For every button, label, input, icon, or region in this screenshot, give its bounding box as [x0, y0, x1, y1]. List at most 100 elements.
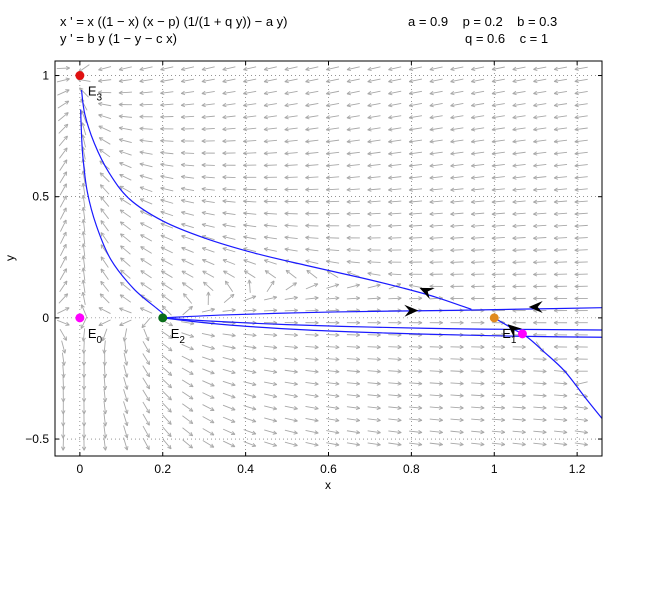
field-arrow [367, 344, 381, 350]
field-arrow [491, 127, 505, 132]
field-arrow [553, 78, 568, 84]
field-arrow [140, 270, 152, 279]
field-arrow [222, 308, 236, 313]
field-arrow [99, 184, 110, 195]
field-arrow [263, 199, 277, 204]
field-arrow [429, 151, 443, 156]
field-arrow [160, 114, 174, 119]
field-arrow [263, 151, 278, 156]
field-arrow [139, 138, 153, 143]
field-arrow [58, 293, 69, 304]
field-arrow [181, 321, 195, 326]
field-arrow [553, 235, 568, 241]
equilibrium-point [75, 71, 85, 81]
field-arrow [491, 151, 505, 156]
field-arrow [553, 260, 568, 265]
field-arrow [284, 103, 298, 108]
field-arrow [243, 333, 257, 338]
field-arrow [553, 151, 568, 156]
field-arrow [409, 296, 423, 301]
field-arrow [81, 425, 87, 439]
field-arrow [408, 78, 422, 84]
field-arrow [533, 102, 547, 108]
y-tick-label: 0.5 [32, 190, 49, 204]
field-arrow [491, 417, 506, 423]
field-arrow [263, 78, 277, 84]
field-arrow [388, 187, 402, 192]
field-arrow [491, 78, 505, 84]
field-arrow [57, 89, 70, 96]
field-arrow [201, 344, 215, 350]
field-arrow [243, 345, 257, 350]
field-arrow [201, 90, 215, 96]
field-arrow [553, 90, 568, 96]
field-arrow [408, 90, 422, 96]
field-arrow [202, 270, 215, 278]
field-arrow [450, 235, 464, 241]
field-arrow [243, 259, 257, 265]
field-arrow [305, 405, 319, 411]
field-arrow [140, 234, 153, 242]
field-arrow [574, 272, 588, 277]
direction-arrow [507, 324, 523, 338]
field-arrow [491, 442, 506, 447]
field-arrow [408, 223, 423, 229]
trajectory-curve [162, 317, 602, 331]
field-arrow [285, 269, 297, 279]
field-arrow [305, 211, 319, 216]
field-arrow [326, 418, 340, 423]
field-arrow [222, 333, 236, 338]
field-arrow [491, 235, 505, 241]
field-arrow [81, 255, 86, 269]
field-arrow [201, 307, 215, 313]
field-arrow [326, 332, 340, 338]
field-arrow [346, 151, 360, 156]
field-arrow [160, 270, 173, 278]
field-arrow [553, 211, 568, 217]
field-arrow [284, 405, 298, 411]
trajectory-curve [496, 318, 602, 419]
y-axis-label: y [3, 255, 17, 261]
field-arrow [429, 175, 443, 180]
field-arrow [243, 295, 257, 302]
field-arrow [409, 369, 423, 374]
field-arrow [367, 320, 381, 325]
field-arrow [491, 344, 506, 350]
field-arrow [388, 369, 402, 374]
field-arrow [305, 345, 319, 350]
field-arrow [100, 280, 110, 292]
field-arrow [346, 139, 360, 144]
field-arrow [243, 393, 257, 399]
trajectory-curve [162, 317, 602, 338]
field-arrow [512, 66, 526, 71]
field-arrow [491, 66, 505, 71]
field-arrow [491, 115, 505, 120]
field-arrow [243, 357, 257, 362]
field-arrow [471, 381, 485, 386]
field-arrow [388, 442, 402, 447]
field-arrow [160, 78, 174, 84]
field-arrow [81, 267, 86, 281]
field-arrow [98, 319, 111, 327]
field-arrow [533, 187, 547, 192]
field-arrow [553, 175, 568, 180]
field-arrow [142, 353, 151, 365]
field-arrow [574, 308, 588, 313]
field-arrow [59, 256, 67, 269]
field-arrow [222, 345, 236, 350]
field-arrow [222, 368, 236, 375]
field-arrow [325, 247, 340, 252]
field-arrow [388, 139, 402, 144]
field-arrow [388, 102, 402, 108]
field-arrow [142, 425, 150, 438]
field-arrow [222, 138, 236, 144]
field-arrow [59, 207, 67, 220]
field-arrow [284, 308, 298, 313]
field-arrow [243, 369, 257, 374]
field-arrow [284, 320, 298, 325]
field-arrow [326, 357, 340, 362]
direction-arrow [404, 304, 419, 317]
field-arrow [346, 332, 361, 338]
field-arrow [263, 211, 278, 216]
equilibrium-point [158, 313, 168, 323]
